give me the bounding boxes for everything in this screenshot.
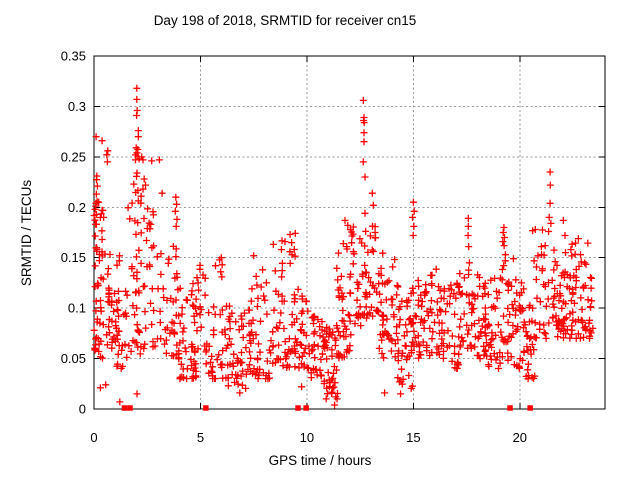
scatter-points	[90, 84, 597, 409]
y-tick-label: 0.15	[61, 250, 86, 265]
x-axis-label: GPS time / hours	[268, 453, 372, 468]
x-tick-label: 0	[90, 430, 97, 445]
x-tick-label: 15	[406, 430, 420, 445]
plot-border	[93, 55, 606, 410]
y-tick-label: 0.35	[61, 49, 86, 64]
y-axis-label: SRMTID / TECUs	[19, 179, 34, 287]
y-tick-label: 0.25	[61, 149, 86, 164]
x-tick-label: 5	[197, 430, 204, 445]
y-tick-label: 0.1	[68, 301, 86, 316]
y-tick-label: 0.05	[61, 351, 86, 366]
y-tick-label: 0	[79, 402, 86, 417]
x-tick-label: 10	[300, 430, 314, 445]
chart-title: Day 198 of 2018, SRMTID for receiver cn1…	[153, 13, 417, 28]
y-tick-label: 0.2	[68, 200, 86, 215]
x-tick-label: 20	[513, 430, 527, 445]
y-tick-label: 0.3	[68, 99, 86, 114]
zero-square-markers	[121, 405, 533, 411]
